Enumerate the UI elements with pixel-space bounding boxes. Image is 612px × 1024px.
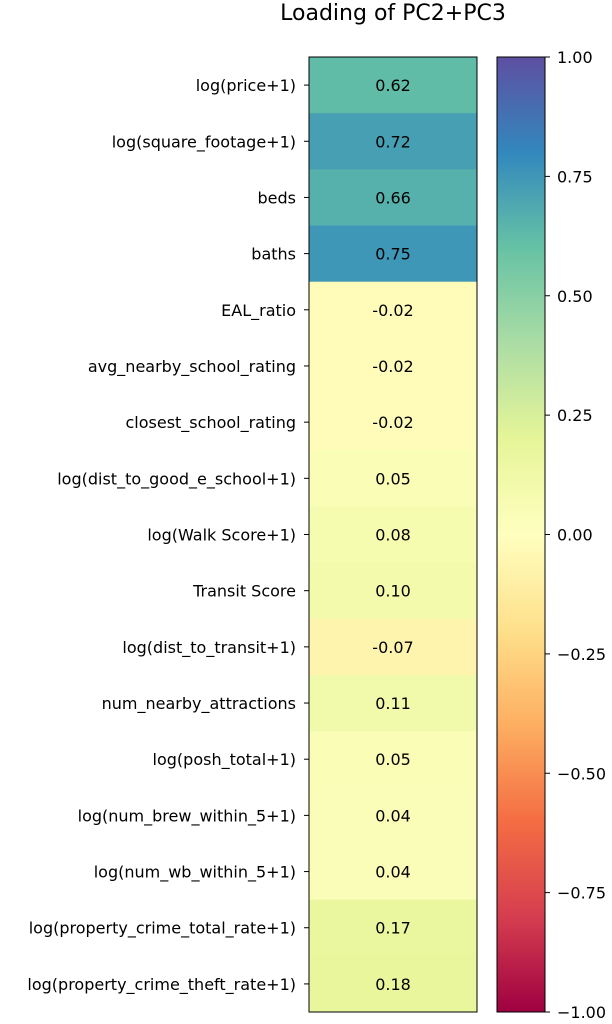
cell-value-label: 0.05 — [375, 469, 411, 488]
cell-value-label: 0.72 — [375, 132, 411, 151]
heatmap-cell — [309, 113, 477, 170]
heatmap-cell — [309, 337, 477, 395]
row-label: avg_nearby_school_rating — [88, 357, 296, 377]
row-labels: log(price+1) log(square_footage+1)beds bat… — [27, 76, 309, 995]
cell-value-label: 0.10 — [375, 582, 411, 601]
colorbar-tick-label: −0.75 — [557, 884, 606, 903]
row-label: log(dist_to_transit+1) — [122, 638, 296, 658]
row-label: log(property_crime_theft_rate+1) — [27, 975, 296, 995]
cell-value-label: 0.17 — [375, 919, 411, 938]
heatmap-frame — [308, 56, 478, 1013]
row-label: log(Walk Score+1) — [147, 526, 296, 545]
cell-value-label: 0.18 — [375, 975, 411, 994]
colorbar-ticks: 1.00 0.75 0.50 0.25 0.00 −0.25 −0.50 −0.75 −1.00 — [545, 48, 606, 1022]
cell-value-label: 0.04 — [375, 863, 411, 882]
heatmap-cell — [309, 843, 477, 901]
cell-value-label: -0.07 — [372, 638, 413, 657]
cell-value-label: 0.11 — [375, 694, 411, 713]
row-label: log(property_crime_total_rate+1) — [29, 919, 296, 939]
row-label: beds — [258, 188, 297, 207]
cell-value-label: 0.05 — [375, 750, 411, 769]
cell-value-label: 0.62 — [375, 76, 411, 95]
cell-value-label: -0.02 — [372, 413, 413, 432]
heatmap-cell — [309, 674, 477, 732]
colorbar-tick-label: 1.00 — [557, 48, 593, 67]
cell-value-label: -0.02 — [372, 357, 413, 376]
heatmap-cell — [309, 506, 477, 564]
row-label: log(num_wb_within_5+1) — [94, 863, 296, 883]
heatmap-cell — [309, 450, 477, 507]
colorbar — [496, 56, 546, 1013]
colorbar-tick-label: 0.00 — [557, 526, 593, 545]
heatmap-cell — [309, 731, 477, 788]
cell-value-label: 0.75 — [375, 245, 411, 264]
heatmap-cells: 0.62 0.72 0.66 0.75 -0.02 -0.02 -0.02 0.05 0.08 0… — [309, 57, 477, 1013]
cell-value-label: 0.08 — [375, 526, 411, 545]
row-label: EAL_ratio — [221, 301, 296, 321]
row-label: closest_school_rating — [125, 413, 296, 433]
heatmap-cell — [309, 562, 477, 620]
heatmap-cell — [309, 955, 477, 1013]
heatmap-cell — [309, 899, 477, 957]
colorbar-tick-label: −0.25 — [557, 645, 606, 664]
row-label: Transit Score — [192, 582, 296, 601]
row-label: num_nearby_attractions — [102, 694, 296, 714]
row-label: log(posh_total+1) — [153, 750, 296, 770]
cell-value-label: -0.02 — [372, 301, 413, 320]
heatmap-cell — [309, 57, 477, 114]
cell-value-label: 0.04 — [375, 806, 411, 825]
heatmap-cell — [309, 787, 477, 844]
colorbar-tick-label: 0.50 — [557, 287, 593, 306]
row-label: log(price+1) — [196, 76, 296, 95]
row-label: log(num_brew_within_5+1) — [78, 806, 296, 826]
cell-value-label: 0.66 — [375, 188, 411, 207]
colorbar-tick-label: −1.00 — [557, 1003, 606, 1022]
row-label: log(square_footage+1) — [112, 132, 296, 152]
colorbar-tick-label: 0.75 — [557, 167, 593, 186]
heatmap-cell — [309, 281, 477, 339]
row-label: baths — [251, 245, 296, 264]
colorbar-tick-label: 0.25 — [557, 406, 593, 425]
chart-title: Loading of PC2+PC3 — [280, 1, 506, 26]
heatmap-cell — [309, 225, 477, 283]
row-label: log(dist_to_good_e_school+1) — [57, 469, 296, 489]
heatmap-cell — [309, 169, 477, 227]
colorbar-tick-label: −0.50 — [557, 764, 606, 783]
heatmap-cell — [309, 618, 477, 676]
heatmap-cell — [309, 394, 477, 451]
